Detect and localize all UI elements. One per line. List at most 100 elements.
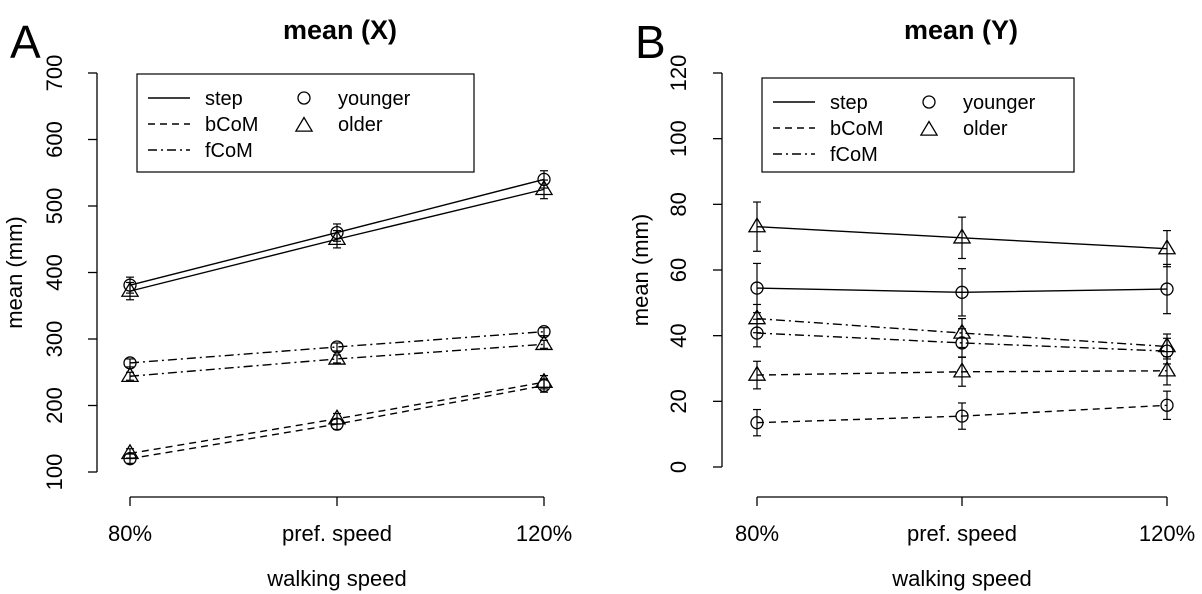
data-point-circle xyxy=(955,409,969,423)
error-bar xyxy=(753,408,761,437)
data-point-circle xyxy=(955,285,969,299)
panel-label: A xyxy=(10,16,41,68)
data-point-triangle xyxy=(952,362,972,378)
y-tick-label: 0 xyxy=(666,461,691,473)
y-tick-label: 400 xyxy=(42,254,67,291)
x-tick-label: 80% xyxy=(735,521,779,546)
data-point-triangle xyxy=(952,323,972,339)
error-bar xyxy=(958,402,966,430)
legend-marker-circle xyxy=(922,95,936,109)
series-step-older xyxy=(747,201,1177,268)
legend-label: fCoM xyxy=(205,140,253,162)
legend-label: bCoM xyxy=(830,118,883,140)
y-tick-label: 20 xyxy=(666,389,691,413)
legend-box xyxy=(136,73,475,173)
legend-label: younger xyxy=(338,88,411,110)
data-point-triangle xyxy=(327,229,347,246)
data-point-triangle xyxy=(327,409,347,425)
y-tick-label: 700 xyxy=(42,55,67,92)
y-axis-label: mean (mm) xyxy=(628,214,653,326)
x-tick-label: 120% xyxy=(516,521,572,546)
legend-label: older xyxy=(963,118,1008,140)
chart-title: mean (X) xyxy=(283,15,397,45)
data-point-triangle xyxy=(952,228,972,244)
y-tick-label: 60 xyxy=(666,258,691,282)
data-point-triangle xyxy=(120,443,140,460)
legend: step bCoM fCoM younger older xyxy=(761,77,1075,173)
chart-title: mean (Y) xyxy=(904,15,1018,45)
data-point-circle xyxy=(330,340,344,354)
data-point-triangle xyxy=(1157,238,1177,255)
panel-label: B xyxy=(635,16,666,68)
legend-marker-triangle xyxy=(294,116,314,132)
series-line xyxy=(756,332,1168,352)
data-point-triangle xyxy=(747,308,767,325)
data-point-triangle xyxy=(534,372,554,388)
series-line xyxy=(129,330,545,364)
x-tick-label: 120% xyxy=(1139,521,1195,546)
legend-label: fCoM xyxy=(830,144,878,166)
data-point-triangle xyxy=(327,349,347,365)
error-bar xyxy=(958,317,966,349)
error-bar xyxy=(1163,390,1171,420)
legend-label: older xyxy=(338,114,383,136)
y-tick-label: 200 xyxy=(42,387,67,424)
data-point-circle xyxy=(1160,282,1174,296)
data-point-circle xyxy=(537,325,551,339)
legend-box xyxy=(761,77,1075,173)
data-point-triangle xyxy=(534,334,554,351)
y-axis: 0 20 40 60 80 100 120 mean (mm) xyxy=(628,55,723,473)
y-tick-label: 100 xyxy=(666,120,691,157)
data-point-circle xyxy=(750,281,764,295)
series-fCoM-older xyxy=(120,334,554,382)
error-bar xyxy=(958,216,966,260)
x-axis: 80% pref. speed 120% walking speed xyxy=(108,496,572,591)
legend-label: younger xyxy=(963,92,1036,114)
data-point-triangle xyxy=(1157,361,1177,377)
y-tick-label: 80 xyxy=(666,192,691,216)
x-tick-label: pref. speed xyxy=(282,521,392,546)
series-line xyxy=(129,343,545,377)
error-bar xyxy=(540,374,548,390)
series-bCoM-older xyxy=(747,356,1177,390)
y-tick-label: 40 xyxy=(666,323,691,347)
error-bar xyxy=(958,268,966,317)
y-tick-label: 100 xyxy=(42,454,67,491)
legend-label: step xyxy=(205,88,243,110)
y-tick-label: 120 xyxy=(666,55,691,92)
data-point-circle xyxy=(1160,398,1174,412)
data-point-triangle xyxy=(747,365,767,381)
x-tick-label: pref. speed xyxy=(907,521,1017,546)
legend-marker-triangle xyxy=(919,120,939,136)
data-point-triangle xyxy=(747,216,767,233)
series-bCoM-younger xyxy=(750,390,1174,437)
x-tick-label: 80% xyxy=(108,521,152,546)
legend: step bCoM fCoM younger older xyxy=(136,73,475,173)
legend-label: step xyxy=(830,92,868,114)
error-bar xyxy=(753,201,761,252)
data-point-triangle xyxy=(534,179,554,196)
series-line xyxy=(756,317,1168,348)
x-axis-label: walking speed xyxy=(266,566,406,591)
y-tick-label: 600 xyxy=(42,121,67,158)
data-point-triangle xyxy=(1157,336,1177,353)
y-tick-label: 500 xyxy=(42,188,67,225)
data-point-triangle xyxy=(120,281,140,297)
y-axis: 100 200 300 400 500 600 700 mean (mm) xyxy=(2,55,98,491)
data-point-triangle xyxy=(120,366,140,382)
series-step-older xyxy=(120,179,554,301)
x-axis: 80% pref. speed 120% walking speed xyxy=(735,496,1195,591)
error-bar xyxy=(1163,230,1171,268)
y-tick-label: 300 xyxy=(42,321,67,358)
series-fCoM-older xyxy=(747,303,1177,360)
data-point-circle xyxy=(750,416,764,430)
y-axis-label: mean (mm) xyxy=(2,216,27,328)
legend-marker-circle xyxy=(297,91,311,105)
x-axis-label: walking speed xyxy=(891,566,1031,591)
series-bCoM-older xyxy=(120,372,554,460)
legend-label: bCoM xyxy=(205,114,258,136)
series-step-younger xyxy=(750,262,1174,317)
